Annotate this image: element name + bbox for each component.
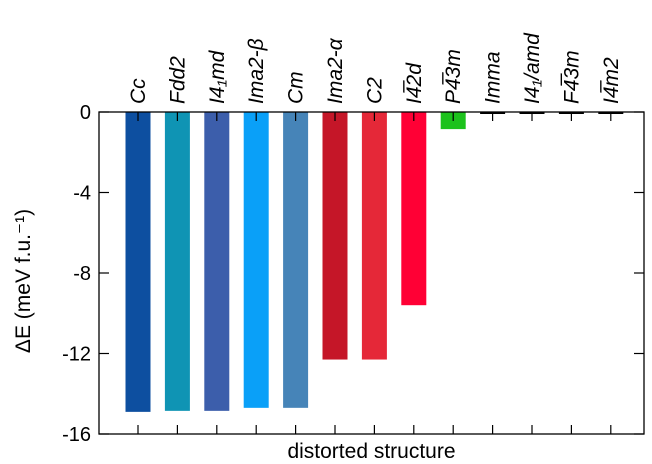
category-label: I4̅2d (403, 62, 426, 104)
y-tick-label: -16 (62, 424, 91, 446)
bar-4 (283, 112, 309, 408)
category-label: Cm (285, 71, 308, 104)
bar-3 (243, 112, 269, 408)
category-label: Ima2-β (245, 38, 268, 104)
category-label: Cc (127, 78, 150, 104)
category-label: P4̅3m (442, 49, 465, 104)
category-label: Imma (482, 52, 505, 105)
category-label: Fdd2 (166, 56, 189, 104)
category-label: Ima2-α (324, 37, 347, 104)
y-tick-label: -8 (73, 263, 91, 285)
y-tick-label: 0 (80, 102, 91, 124)
category-label: C2 (363, 77, 386, 104)
bar-0 (125, 112, 151, 412)
y-axis-title: ΔE (meV f.u.⁻¹) (12, 209, 35, 353)
bars-group (125, 112, 624, 412)
ticks-group (99, 111, 644, 435)
bar-1 (164, 112, 190, 411)
bar-5 (322, 112, 348, 360)
y-tick-label: -4 (73, 183, 91, 205)
x-axis-title: distorted structure (287, 440, 455, 463)
labels-group: Cc Fdd2 I4₁md Ima2-β Cm Ima2-α C2 I4̅2d P4̅3m Imm… (62, 32, 623, 446)
category-label: I4̅m2 (600, 57, 623, 104)
bar-7 (401, 112, 427, 306)
y-tick-label: -12 (62, 344, 91, 366)
bar-2 (204, 112, 230, 411)
category-label: F4̅3m (560, 50, 583, 104)
category-label: I4₁/amd (521, 32, 544, 104)
category-label: I4₁md (206, 49, 229, 104)
bar-6 (361, 112, 387, 360)
